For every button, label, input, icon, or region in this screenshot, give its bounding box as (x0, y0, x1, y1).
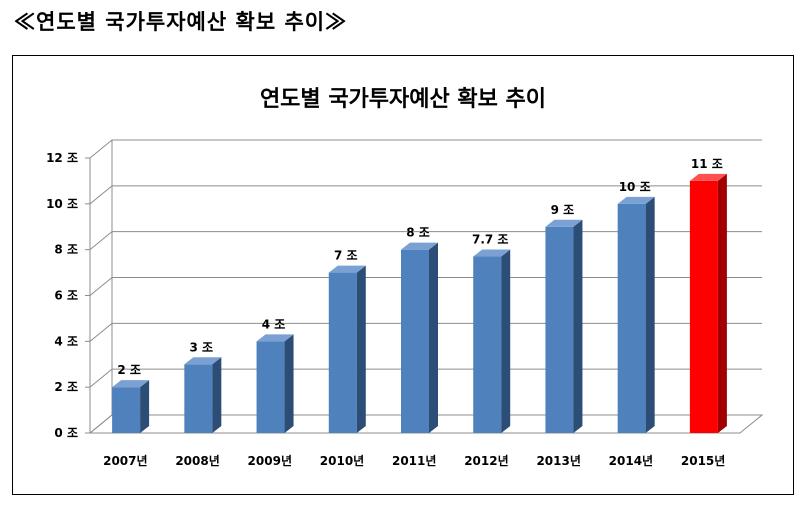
bar-top (112, 380, 150, 388)
bar-front (617, 203, 646, 433)
bar-2007년 (112, 380, 150, 433)
data-label: 8 조 (406, 226, 430, 240)
bar-2008년 (184, 357, 222, 433)
x-tick-label: 2012년 (464, 454, 508, 468)
y-tick-label: 2 조 (54, 380, 78, 394)
y-tick-label: 6 조 (54, 289, 78, 303)
bar-side (356, 265, 366, 433)
bar-top (401, 242, 438, 250)
bar-side (501, 249, 511, 433)
data-label: 7 조 (334, 249, 358, 263)
bar-side (140, 380, 150, 433)
bar-top (545, 219, 583, 227)
data-label: 7.7 조 (472, 233, 508, 247)
data-label: 9 조 (551, 203, 575, 217)
gridline-depth (89, 139, 113, 159)
data-label: 2 조 (117, 363, 141, 377)
data-label: 4 조 (262, 317, 286, 331)
bar-front (184, 364, 213, 433)
data-label: 3 조 (190, 340, 214, 354)
bars: 2 조 3 조 4 조 7 조 8 조 7.7 조 9 조 10 조 11 조 (112, 157, 727, 433)
bar-top (473, 249, 511, 257)
x-tick-label: 2013년 (536, 454, 580, 468)
bar-front (689, 180, 718, 433)
page-heading: ≪연도별 국가투자예산 확보 추이≫ (14, 9, 348, 34)
x-tick-label: 2014년 (609, 454, 653, 468)
x-tick-label: 2015년 (681, 454, 725, 468)
x-tick-label: 2011년 (392, 454, 436, 468)
bar-2011년 (401, 242, 438, 433)
bar-top (184, 357, 222, 365)
bar-front (328, 272, 357, 433)
bar-top (328, 265, 366, 273)
bar-top (617, 196, 655, 204)
chart-title: 연도별 국가투자예산 확보 추이 (260, 87, 546, 112)
y-tick-label: 10 조 (46, 197, 78, 211)
x-tick-label: 2008년 (175, 454, 219, 468)
gridline-depth (89, 368, 113, 388)
bar-2013년 (545, 219, 583, 433)
y-axis: 0 조 2 조 4 조 6 조 8 조 10 조 12 조 (46, 140, 764, 440)
x-axis: 2007년 2008년 2009년 2010년 2011년 2012년 2013년 2014년… (103, 454, 725, 468)
gridline-depth (89, 185, 113, 205)
bar-top (689, 173, 727, 181)
bar-side (429, 242, 438, 433)
bar-front (112, 387, 141, 433)
bar-front (401, 249, 429, 433)
y-tick-label: 0 조 (54, 426, 78, 440)
bar-side (284, 334, 294, 433)
bar-2015년 (689, 173, 727, 433)
y-tick-label: 12 조 (46, 151, 78, 165)
bar-front (256, 341, 285, 433)
bar-side (717, 173, 727, 433)
x-tick-label: 2009년 (248, 454, 292, 468)
x-tick-label: 2010년 (320, 454, 364, 468)
bar-front (473, 256, 502, 433)
y-tick-label: 4 조 (54, 334, 78, 348)
bar-front (545, 226, 574, 433)
bar-side (645, 196, 655, 433)
bar-2010년 (328, 265, 366, 433)
bar-2014년 (617, 196, 655, 433)
gridline-depth (89, 277, 113, 296)
y-tick-label: 8 조 (54, 243, 78, 257)
bar-side (573, 219, 583, 433)
gridline-depth (89, 231, 113, 251)
bar-top (256, 334, 294, 342)
gridline-depth (89, 322, 113, 342)
bar-2012년 (473, 249, 511, 433)
floor (88, 414, 764, 434)
x-tick-label: 2007년 (103, 454, 147, 468)
bar-side (212, 357, 222, 433)
data-label: 11 조 (691, 157, 723, 171)
data-label: 10 조 (619, 180, 651, 194)
bar-2009년 (256, 334, 294, 433)
